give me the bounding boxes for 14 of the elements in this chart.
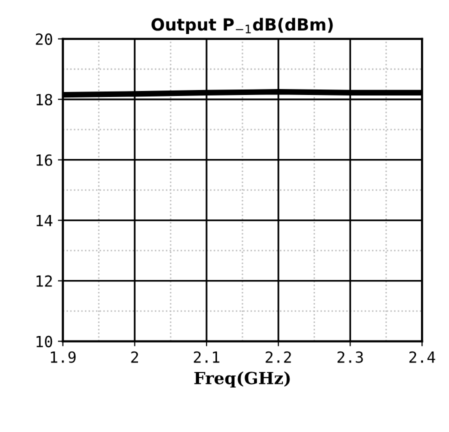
y-tick-label: 12 (36, 275, 52, 287)
y-tick-label: 16 (36, 154, 52, 166)
x-tick-label: 2.1 (194, 351, 220, 363)
y-tick-label: 10 (36, 336, 52, 348)
x-axis-title: Freq(GHz) (194, 371, 290, 388)
chart-title: Output P$_{−1}$dB(dBm) (152, 18, 333, 34)
y-tick-label: 14 (36, 215, 52, 226)
x-tick-label: 2.3 (338, 351, 363, 363)
x-tick-label: 2 (131, 351, 138, 363)
x-tick-label: 2.2 (266, 351, 291, 363)
y-tick-label: 20 (36, 33, 52, 45)
y-tick-label: 18 (36, 94, 52, 106)
x-tick-label: 1.9 (50, 351, 76, 363)
x-tick-label: 2.4 (409, 351, 436, 363)
